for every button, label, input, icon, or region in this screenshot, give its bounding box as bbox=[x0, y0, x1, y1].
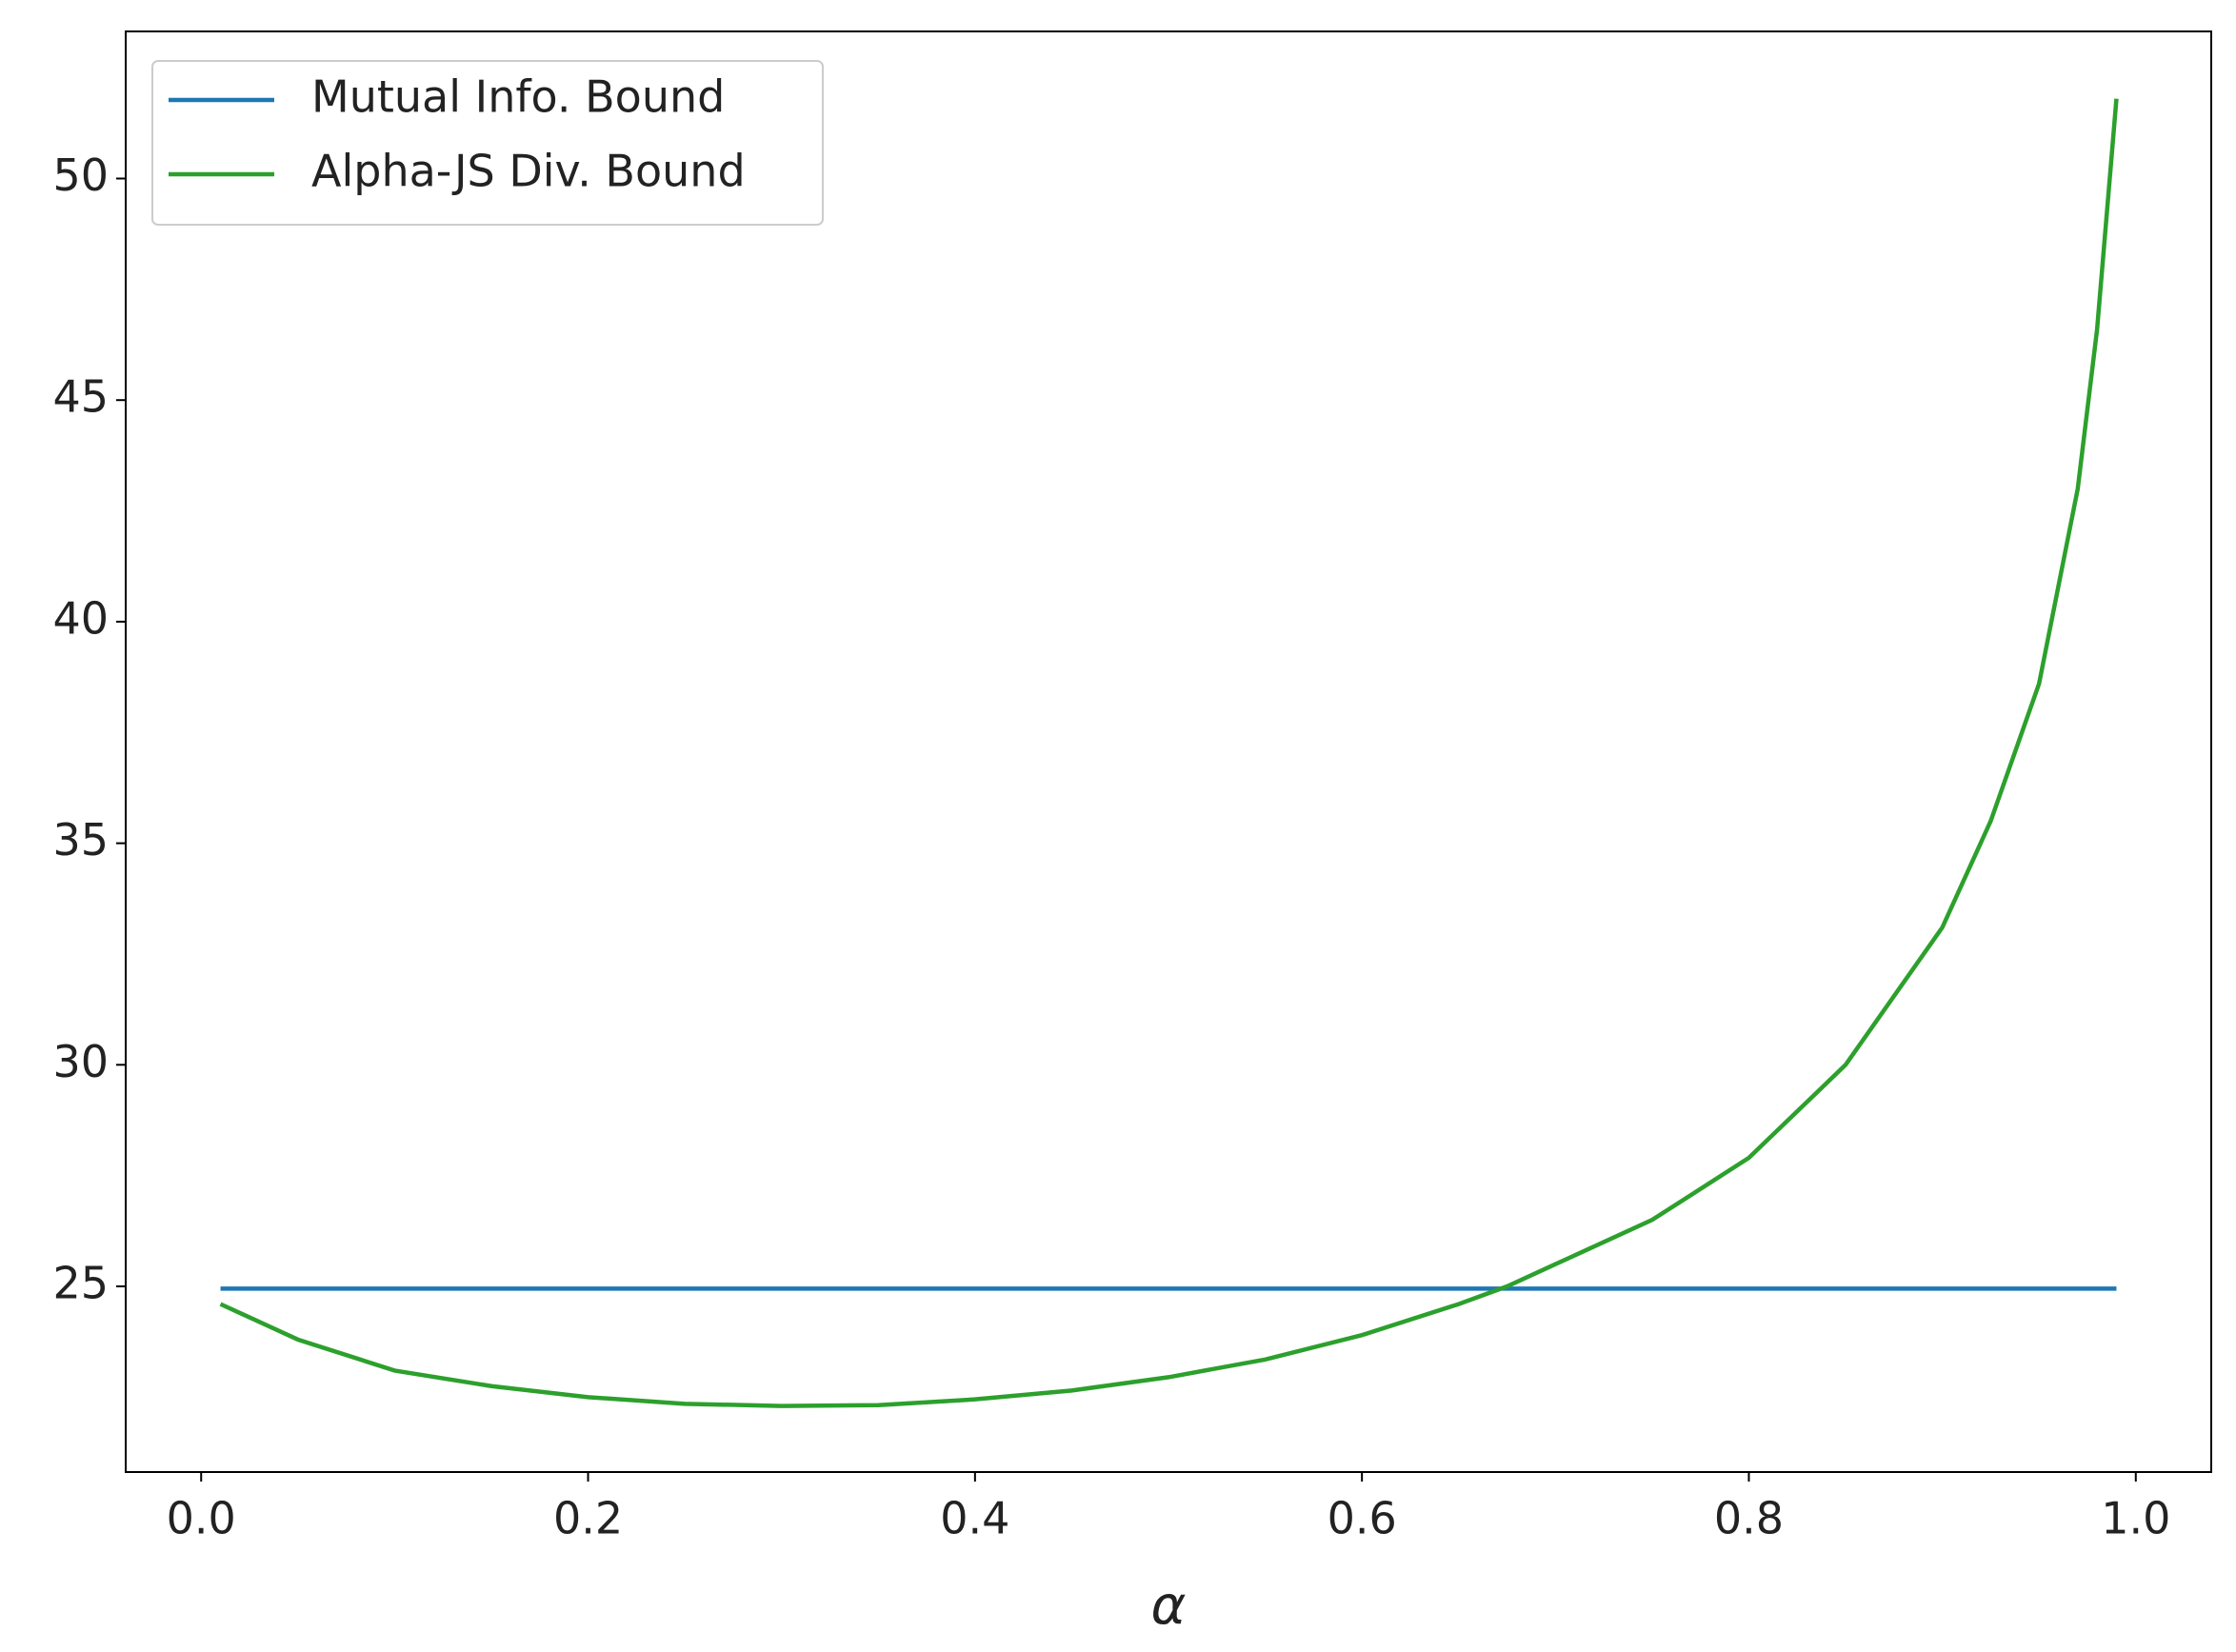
x-axis-label: α bbox=[1151, 1575, 1187, 1637]
x-tick-label: 1.0 bbox=[2101, 1493, 2170, 1544]
legend-box bbox=[151, 60, 824, 226]
y-tick-label: 45 bbox=[52, 371, 109, 423]
y-tick-label: 35 bbox=[52, 814, 109, 866]
x-tick-label: 0.4 bbox=[940, 1493, 1009, 1544]
x-tick-label: 0.0 bbox=[167, 1493, 236, 1544]
x-tick-label: 0.2 bbox=[553, 1493, 623, 1544]
plot-frame bbox=[125, 30, 2212, 1473]
y-tick-label: 30 bbox=[52, 1036, 109, 1087]
y-tick-label: 25 bbox=[52, 1257, 109, 1308]
y-tick-label: 50 bbox=[52, 149, 109, 201]
series-line bbox=[219, 98, 2119, 1408]
legend-label: Alpha-JS Div. Bound bbox=[311, 146, 746, 197]
x-tick-label: 0.6 bbox=[1328, 1493, 1397, 1544]
x-tick-label: 0.8 bbox=[1714, 1493, 1784, 1544]
legend-label: Mutual Info. Bound bbox=[311, 71, 725, 123]
y-tick-label: 40 bbox=[52, 592, 109, 644]
